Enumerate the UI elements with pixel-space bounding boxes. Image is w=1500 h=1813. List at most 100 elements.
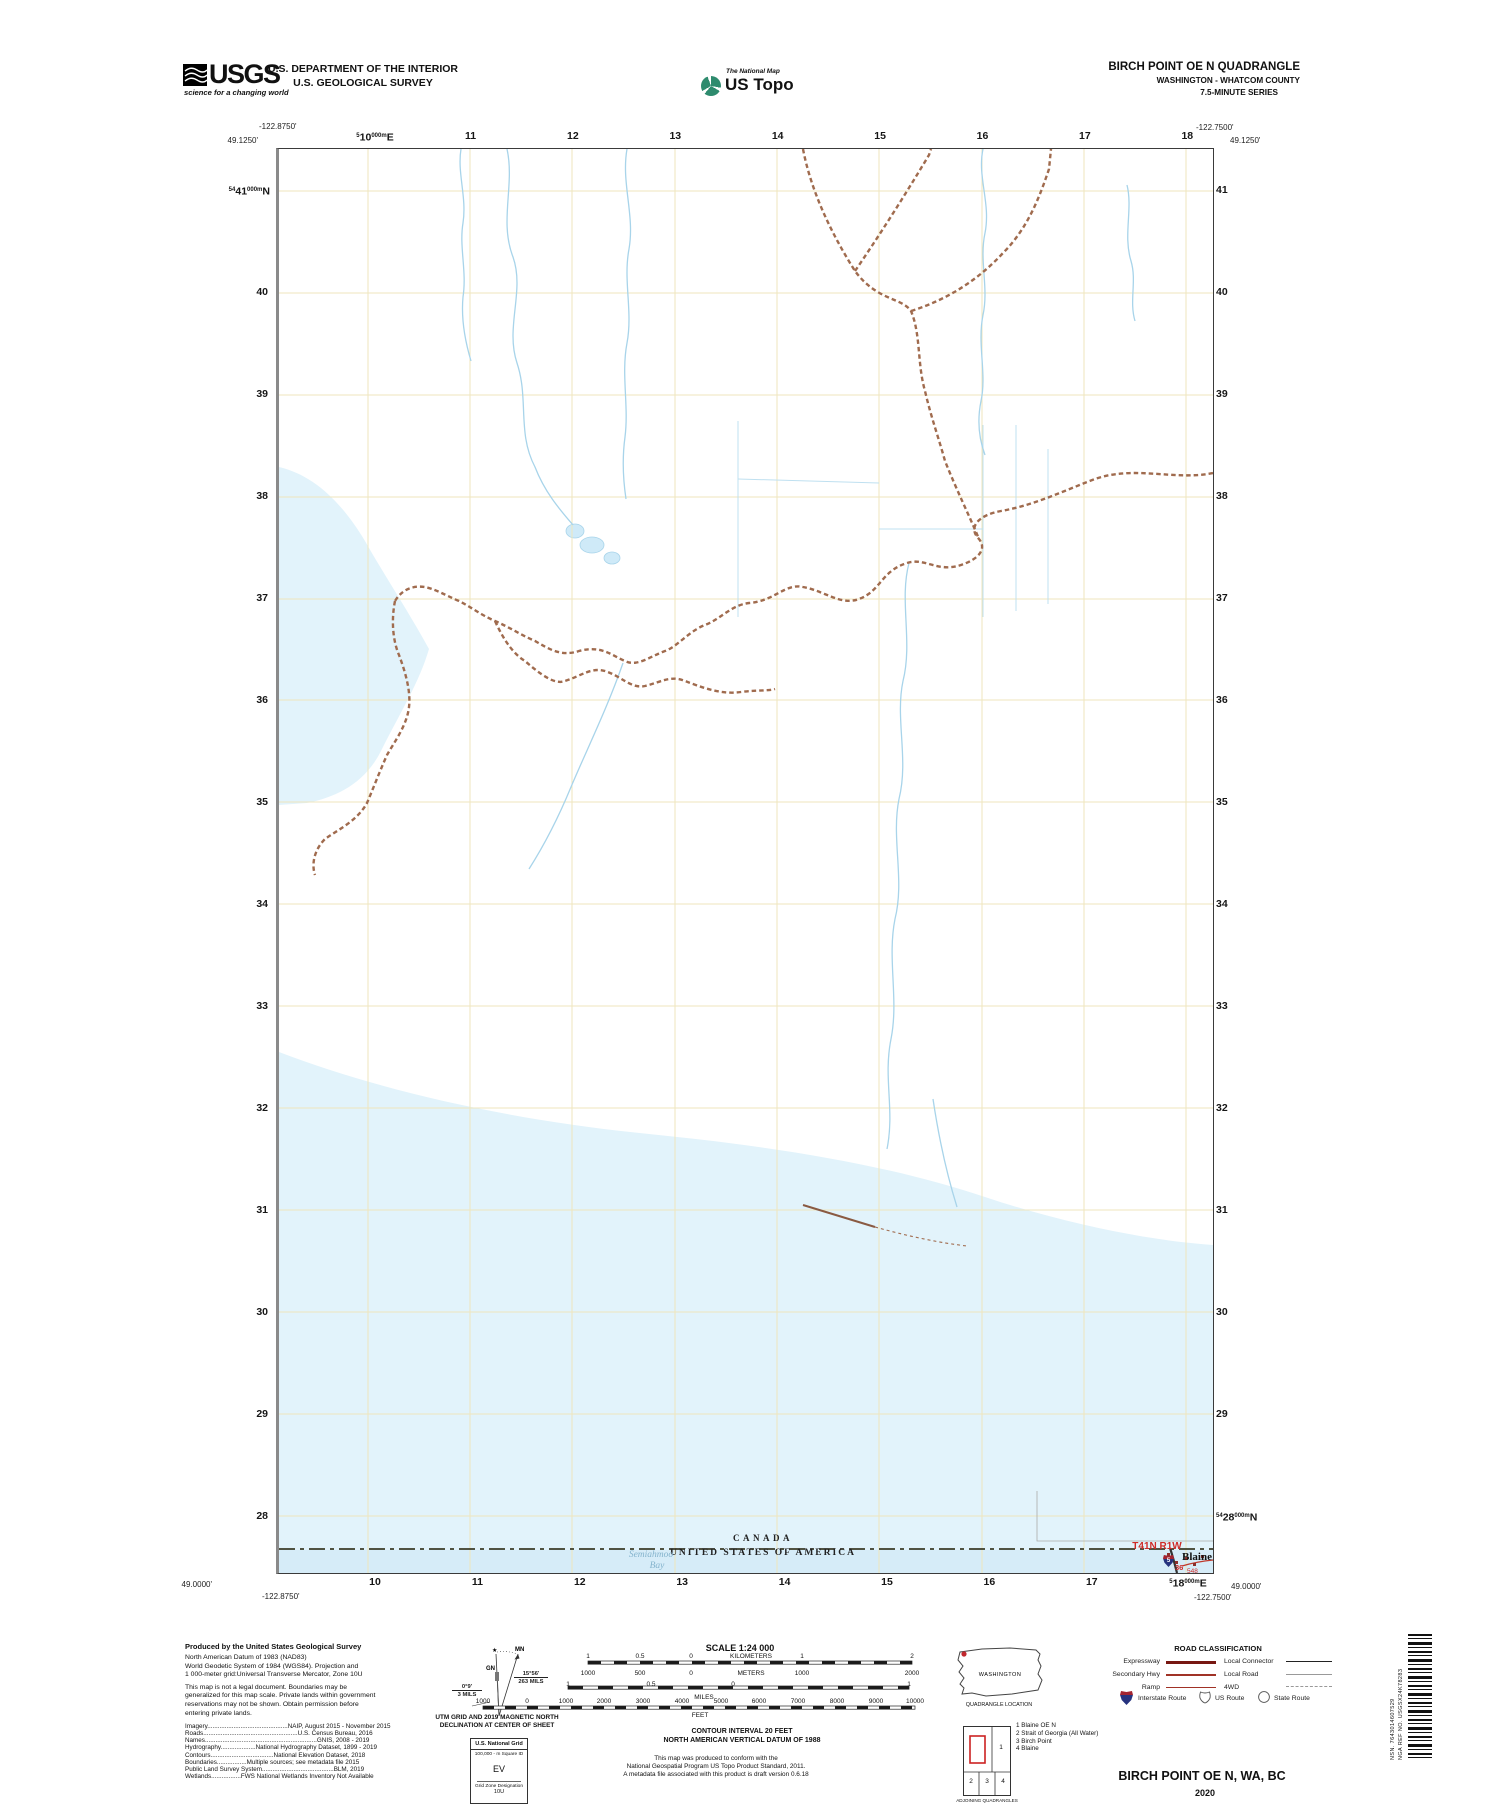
route-548-road xyxy=(1181,1559,1213,1567)
corner-tl-lat: 49.1250' xyxy=(227,136,258,145)
grid-number-left: 36 xyxy=(256,694,268,706)
pond xyxy=(565,523,585,539)
legend-local-road-line xyxy=(1286,1674,1332,1676)
source-line: Imagery.................................… xyxy=(185,1723,391,1731)
declination-caption1: UTM GRID AND 2019 MAGNETIC NORTH xyxy=(435,1714,559,1721)
legend-state-route-circle-icon xyxy=(1258,1691,1270,1703)
roads xyxy=(312,149,1213,876)
grid-number-right: 36 xyxy=(1216,694,1228,706)
true-north-star-icon: ★ xyxy=(492,1647,497,1654)
grid-number-top: 11 xyxy=(464,130,477,142)
roadclass-title: ROAD CLASSIFICATION xyxy=(1174,1644,1262,1653)
scale-tick-label: 1000 xyxy=(558,1698,574,1705)
grid-number-bottom: 12 xyxy=(573,1576,586,1588)
quad-location-dot xyxy=(961,1651,967,1657)
shore-road xyxy=(802,1204,876,1228)
legend-4wd-line xyxy=(1286,1686,1332,1687)
grid-number-right: 40 xyxy=(1216,286,1228,298)
scale-bars xyxy=(482,1660,916,1710)
grid-number-bottom: 14 xyxy=(778,1576,791,1588)
grid-number-bottom: 15 xyxy=(881,1576,893,1588)
grid-number-top: 16 xyxy=(976,130,989,142)
grid-number-left: 40 xyxy=(256,286,268,298)
map-canvas: CANADA UNITED STATES OF AMERICA Semiahmo… xyxy=(276,148,1214,1575)
scale-tick-label: 0 xyxy=(689,1670,693,1677)
corner-bl-lon: -122.8750' xyxy=(262,1592,300,1601)
grid-number-left: 38 xyxy=(256,490,268,502)
interstate-5-shield-icon: 5 xyxy=(1163,1555,1174,1567)
grid-number-top: 14 xyxy=(771,130,784,142)
source-line: Boundaries.................Multiple sour… xyxy=(185,1758,360,1766)
grid-number-bottom: 13 xyxy=(676,1576,689,1588)
township-label: T41N R1W xyxy=(1132,1541,1182,1552)
legend-local-road-label: Local Road xyxy=(1224,1671,1259,1678)
quad-location-caption: QUADRANGLE LOCATION xyxy=(965,1702,1033,1708)
vertical-datum: NORTH AMERICAN VERTICAL DATUM OF 1988 xyxy=(663,1737,821,1744)
grid-number-left: 32 xyxy=(256,1102,268,1114)
town-label-blaine: Blaine xyxy=(1182,1551,1212,1563)
conform-line: This map was produced to conform with th… xyxy=(654,1755,778,1762)
ustopo-small-label: The National Map xyxy=(726,68,780,75)
conform-line: A metadata file associated with this pro… xyxy=(623,1771,809,1778)
scale-unit-label: FEET xyxy=(691,1712,709,1719)
legend-interstate-shield-icon xyxy=(1120,1691,1133,1705)
source-line: Roads...................................… xyxy=(185,1730,373,1738)
corner-tl-lon: -122.8750' xyxy=(259,122,297,131)
contour-interval: CONTOUR INTERVAL 20 FEET xyxy=(691,1728,793,1735)
usgs-tagline: science for a changing world xyxy=(184,88,289,97)
legend-local-connector-label: Local Connector xyxy=(1224,1658,1274,1665)
grid-number-left: 37 xyxy=(256,592,268,604)
grid-number-top: 17 xyxy=(1079,130,1091,142)
dept-line2: U.S. GEOLOGICAL SURVEY xyxy=(293,77,433,89)
legend-us-route-shield-icon xyxy=(1199,1691,1211,1704)
state-name: WASHINGTON xyxy=(979,1672,1022,1678)
state-locator-map: WASHINGTON xyxy=(957,1647,1043,1697)
pond xyxy=(579,536,605,554)
legend-local-connector-line xyxy=(1286,1661,1332,1663)
bay-water xyxy=(279,467,429,805)
grid-number-right: 31 xyxy=(1216,1204,1228,1216)
legend-secondary-label: Secondary Hwy xyxy=(1112,1671,1160,1678)
grid-number-top: 15 xyxy=(874,130,886,142)
grid-number-left: 31 xyxy=(256,1204,268,1216)
ustopo-logo-icon xyxy=(701,76,721,96)
legal-line: entering private lands. xyxy=(185,1709,252,1717)
grid-number-left: 33 xyxy=(256,1000,268,1012)
datum-line: World Geodetic System of 1984 (WGS84). P… xyxy=(185,1662,359,1670)
scale-tick-label: 1 xyxy=(586,1653,590,1660)
source-line: Names...................................… xyxy=(185,1737,370,1745)
scale-tick-label: 7000 xyxy=(790,1698,806,1705)
mn-declination-value: 15°56' 263 MILS xyxy=(514,1671,548,1685)
scale-tick-label: 1000 xyxy=(580,1670,596,1677)
grid-number-left: 39 xyxy=(256,388,268,400)
grid-number-left: 35 xyxy=(256,796,268,808)
scale-unit-label: KILOMETERS xyxy=(730,1653,772,1660)
blaine-urban xyxy=(1167,1553,1204,1566)
adjoining-cell-2: 2 xyxy=(969,1778,973,1785)
scale-tick-label: 2000 xyxy=(904,1670,920,1677)
scale-tick-label: 0 xyxy=(731,1681,735,1688)
legal-line: reservations may not be shown. Obtain pe… xyxy=(185,1700,359,1708)
source-line: Wetlands.................FWS National We… xyxy=(185,1772,374,1780)
bay-label-line1: Semiahmoo xyxy=(628,1550,674,1560)
route-548-label: 548 xyxy=(1187,1568,1198,1575)
grid-number-top: 13 xyxy=(669,130,682,142)
legend-expressway-label: Expressway xyxy=(1123,1658,1160,1665)
gn-declination-value: 0°9' 3 MILS xyxy=(452,1684,482,1698)
ustopo-large-label: US Topo xyxy=(725,75,794,94)
barcode xyxy=(1408,1634,1432,1760)
scale-tick-label: 3000 xyxy=(635,1698,651,1705)
scale-tick-label: 1000 xyxy=(794,1670,810,1677)
grid-number-left: 28 xyxy=(256,1510,268,1522)
grid-label-northing-last: 5428000mN xyxy=(1216,1511,1258,1524)
grid-number-left: 29 xyxy=(256,1408,268,1420)
usng-sub: 100,000 - m Square ID xyxy=(474,1752,524,1757)
canals xyxy=(737,421,1049,617)
grid-number-right: 41 xyxy=(1216,184,1228,196)
quad-title: BIRCH POINT OE N QUADRANGLE xyxy=(1108,61,1300,73)
legend-interstate-label: Interstate Route xyxy=(1138,1695,1187,1702)
grid-label-easting-first: 510000mE xyxy=(356,131,394,144)
datum-line: 1 000-meter grid:Universal Transverse Me… xyxy=(185,1671,363,1679)
grid-number-bottom: 10 xyxy=(369,1576,381,1588)
